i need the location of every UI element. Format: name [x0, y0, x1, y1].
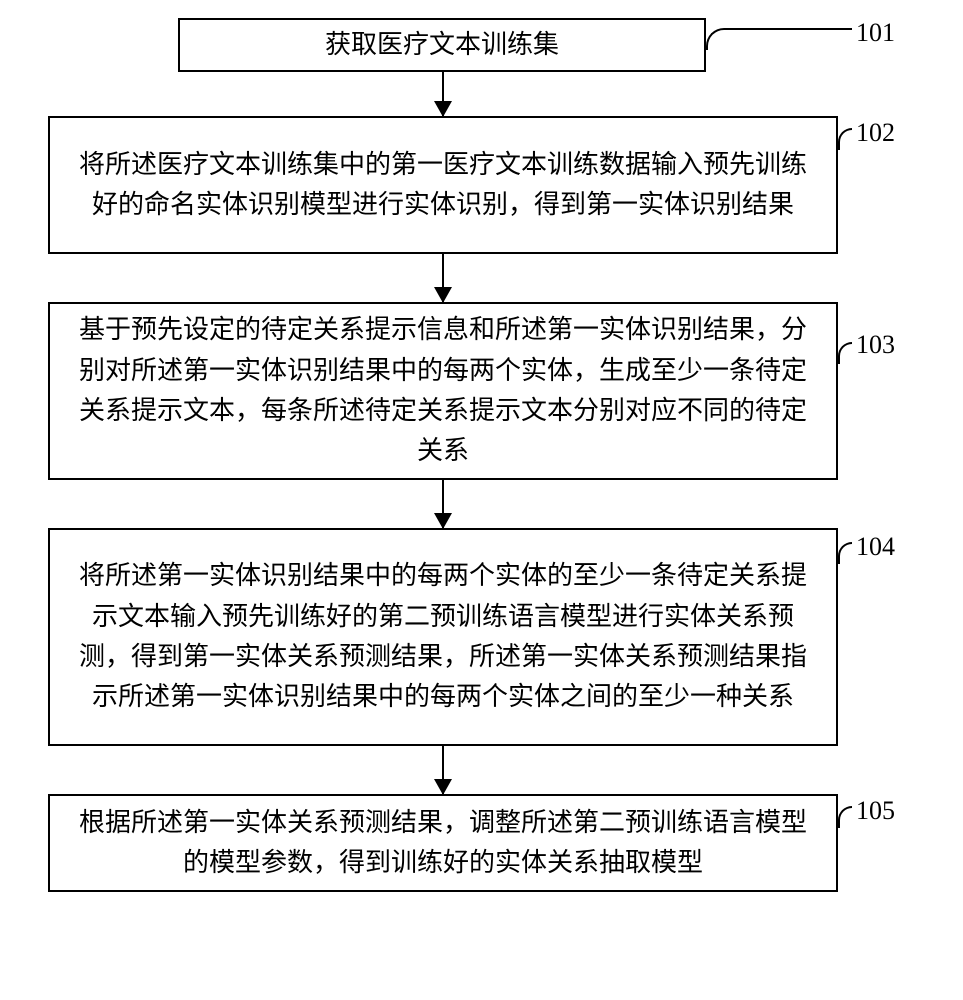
leader-line	[838, 128, 852, 150]
leader-line	[838, 806, 852, 828]
arrow-104-105	[48, 746, 838, 794]
flow-node-105: 根据所述第一实体关系预测结果，调整所述第二预训练语言模型的模型参数，得到训练好的…	[48, 794, 838, 892]
flow-row-104: 将所述第一实体识别结果中的每两个实体的至少一条待定关系提示文本输入预先训练好的第…	[48, 528, 918, 746]
flow-row-101: 获取医疗文本训练集 101	[48, 18, 918, 72]
leader-line	[838, 542, 852, 564]
node-label: 101	[856, 18, 895, 48]
flow-node-104: 将所述第一实体识别结果中的每两个实体的至少一条待定关系提示文本输入预先训练好的第…	[48, 528, 838, 746]
node-text: 将所述第一实体识别结果中的每两个实体的至少一条待定关系提示文本输入预先训练好的第…	[68, 556, 818, 717]
flow-node-102: 将所述医疗文本训练集中的第一医疗文本训练数据输入预先训练好的命名实体识别模型进行…	[48, 116, 838, 254]
node-text: 将所述医疗文本训练集中的第一医疗文本训练数据输入预先训练好的命名实体识别模型进行…	[68, 145, 818, 226]
flow-row-102: 将所述医疗文本训练集中的第一医疗文本训练数据输入预先训练好的命名实体识别模型进行…	[48, 116, 918, 254]
node-text: 获取医疗文本训练集	[198, 25, 686, 65]
flowchart-container: 获取医疗文本训练集 101 将所述医疗文本训练集中的第一医疗文本训练数据输入预先…	[48, 18, 918, 892]
arrow-102-103	[48, 254, 838, 302]
node-label: 103	[856, 330, 895, 360]
node-label: 105	[856, 796, 895, 826]
node-label: 104	[856, 532, 895, 562]
arrow-101-102	[48, 72, 838, 116]
leader-line	[706, 28, 852, 50]
arrow-103-104	[48, 480, 838, 528]
node-text: 基于预先设定的待定关系提示信息和所述第一实体识别结果，分别对所述第一实体识别结果…	[68, 310, 818, 471]
flow-row-105: 根据所述第一实体关系预测结果，调整所述第二预训练语言模型的模型参数，得到训练好的…	[48, 794, 918, 892]
node-text: 根据所述第一实体关系预测结果，调整所述第二预训练语言模型的模型参数，得到训练好的…	[68, 803, 818, 884]
leader-line	[838, 342, 852, 364]
node-label: 102	[856, 118, 895, 148]
flow-row-103: 基于预先设定的待定关系提示信息和所述第一实体识别结果，分别对所述第一实体识别结果…	[48, 302, 918, 480]
flow-node-103: 基于预先设定的待定关系提示信息和所述第一实体识别结果，分别对所述第一实体识别结果…	[48, 302, 838, 480]
flow-node-101: 获取医疗文本训练集	[178, 18, 706, 72]
